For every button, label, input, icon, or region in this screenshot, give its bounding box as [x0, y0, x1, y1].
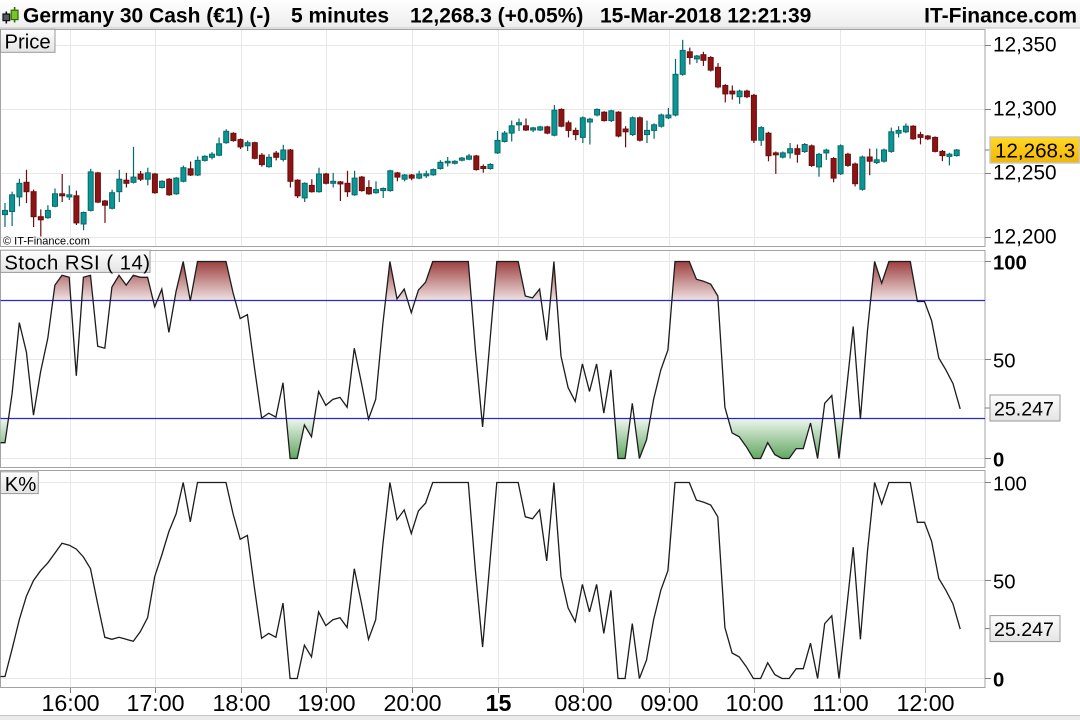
svg-text:18:00: 18:00 [212, 690, 270, 716]
svg-text:11:00: 11:00 [812, 690, 868, 716]
svg-text:Germany 30 Cash (€1) (-): Germany 30 Cash (€1) (-) [23, 5, 270, 28]
svg-text:12,268.3 (+0.05%): 12,268.3 (+0.05%) [410, 5, 583, 28]
svg-text:100: 100 [993, 253, 1027, 275]
svg-text:Stoch RSI ( 14): Stoch RSI ( 14) [4, 253, 150, 275]
svg-text:17:00: 17:00 [126, 690, 184, 716]
svg-text:K%: K% [5, 474, 37, 496]
svg-text:12,300: 12,300 [993, 97, 1057, 120]
svg-text:0: 0 [993, 670, 1004, 692]
svg-text:15: 15 [486, 690, 512, 716]
svg-text:16:00: 16:00 [41, 690, 99, 716]
svg-text:19:00: 19:00 [297, 690, 355, 716]
svg-text:25.247: 25.247 [994, 619, 1054, 641]
svg-text:15-Mar-2018 12:21:39: 15-Mar-2018 12:21:39 [600, 5, 811, 28]
svg-text:12,250: 12,250 [993, 161, 1057, 184]
svg-text:100: 100 [993, 474, 1027, 496]
svg-text:09:00: 09:00 [640, 690, 698, 716]
svg-text:12,268.3: 12,268.3 [995, 139, 1075, 162]
svg-text:0: 0 [993, 450, 1004, 472]
svg-text:12,350: 12,350 [993, 33, 1057, 56]
svg-text:12:00: 12:00 [896, 690, 954, 716]
svg-text:© IT-Finance.com: © IT-Finance.com [3, 236, 90, 248]
svg-text:20:00: 20:00 [383, 690, 441, 716]
svg-text:12,200: 12,200 [993, 225, 1057, 248]
svg-text:25.247: 25.247 [994, 398, 1054, 420]
svg-text:IT-Finance.com: IT-Finance.com [924, 5, 1077, 28]
svg-text:10:00: 10:00 [725, 690, 783, 716]
svg-text:50: 50 [993, 572, 1016, 594]
svg-text:5 minutes: 5 minutes [291, 5, 389, 28]
svg-text:Price: Price [5, 32, 51, 54]
svg-text:50: 50 [993, 351, 1016, 373]
svg-text:08:00: 08:00 [554, 690, 612, 716]
